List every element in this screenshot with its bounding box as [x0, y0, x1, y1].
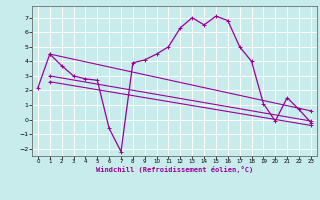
X-axis label: Windchill (Refroidissement éolien,°C): Windchill (Refroidissement éolien,°C): [96, 166, 253, 173]
